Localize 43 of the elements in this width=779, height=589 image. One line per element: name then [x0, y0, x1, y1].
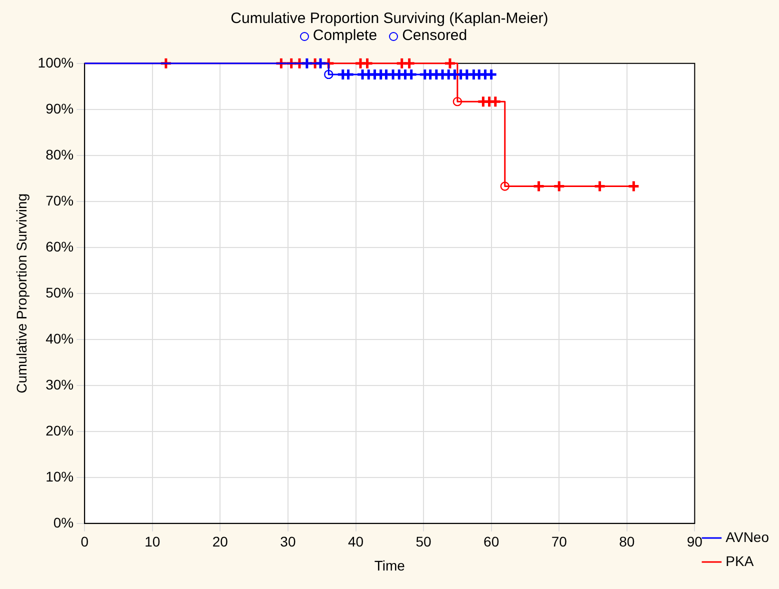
x-tick-label: 70	[551, 534, 568, 550]
x-tick-label: 20	[212, 534, 228, 550]
x-tick-label: 0	[80, 534, 89, 550]
point	[500, 182, 510, 191]
y-tick-label: 10%	[46, 468, 74, 484]
point	[324, 70, 334, 80]
point	[594, 180, 606, 192]
point	[452, 96, 462, 106]
y-tick-label: 20%	[46, 422, 74, 438]
x-tick-label: 30	[280, 534, 296, 550]
y-tick-label: 80%	[46, 146, 74, 162]
y-tick-label: 100%	[38, 54, 74, 70]
y-tick-label: 40%	[46, 330, 74, 346]
legend-label: PKA	[726, 552, 754, 569]
x-tick-label: 80	[619, 534, 635, 550]
point	[361, 57, 374, 70]
chart-title: Cumulative Proportion Surviving (Kaplan-Meier)	[230, 10, 550, 27]
point	[405, 68, 418, 81]
y-tick-label: 30%	[46, 376, 74, 392]
x-tick-label: 40	[348, 534, 364, 550]
y-tick-label: 70%	[46, 192, 74, 208]
x-tick-label: 10	[144, 534, 160, 550]
x-tick-label: 50	[416, 534, 432, 550]
x-axis-title: Time	[374, 557, 406, 574]
y-tick-label: 50%	[46, 284, 74, 300]
y-axis-title: Cumulative Proportion Surviving	[13, 193, 30, 394]
legend-label: AVNeo	[726, 528, 770, 545]
y-tick-label: 0%	[53, 514, 74, 530]
point	[300, 57, 314, 70]
point	[444, 57, 456, 70]
point	[552, 180, 566, 192]
x-tick-label: 60	[484, 534, 500, 550]
x-tick-label: 90	[686, 534, 703, 550]
point	[403, 57, 416, 70]
point	[489, 95, 502, 108]
text: Censored	[402, 27, 468, 44]
point	[314, 57, 327, 70]
y-tick-label: 60%	[46, 238, 74, 254]
y-tick-label: 90%	[46, 100, 74, 116]
text: Complete	[312, 27, 378, 44]
point	[627, 180, 640, 192]
point	[485, 68, 498, 81]
point	[532, 180, 546, 192]
